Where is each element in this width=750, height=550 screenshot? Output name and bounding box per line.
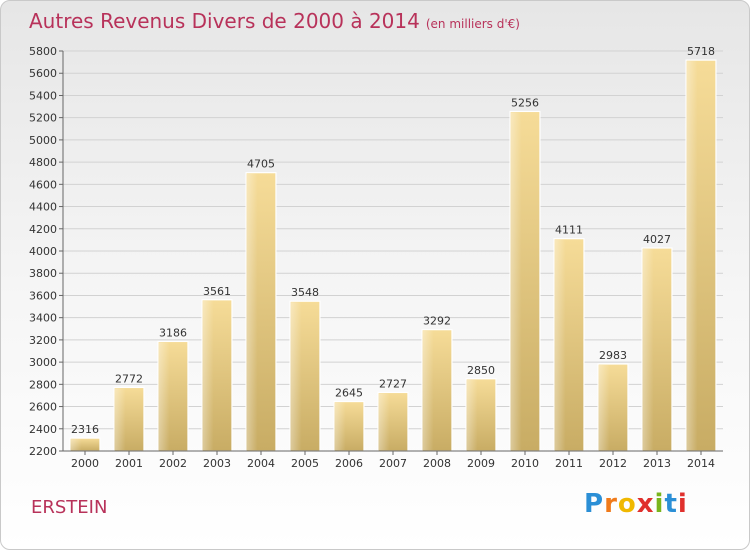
x-tick-label: 2004: [247, 457, 275, 470]
x-tick-label: 2009: [467, 457, 495, 470]
y-tick-label: 5000: [29, 134, 57, 147]
data-label-2010: 5256: [511, 96, 539, 109]
logo-letter: P: [584, 489, 605, 519]
bar-highlight: [467, 379, 478, 450]
x-tick-label: 2000: [71, 457, 99, 470]
logo-letter: o: [617, 489, 637, 519]
bar-highlight: [203, 300, 214, 450]
chart-title-text: Autres Revenus Divers de 2000 à 2014: [29, 9, 420, 33]
data-label-2014: 5718: [687, 45, 715, 58]
logo-letter: i: [677, 489, 688, 519]
y-tick-label: 5600: [29, 67, 57, 80]
place-name: ERSTEIN: [31, 497, 108, 518]
data-label-2001: 2772: [115, 372, 143, 385]
y-tick-label: 4600: [29, 178, 57, 191]
bar-highlight: [555, 239, 566, 450]
bars: [69, 59, 717, 452]
data-label-2005: 3548: [291, 286, 319, 299]
data-label-2012: 2983: [599, 349, 627, 362]
data-label-2006: 2645: [335, 387, 363, 400]
y-tick-label: 2200: [29, 445, 57, 458]
y-tick-label: 2400: [29, 423, 57, 436]
logo-letter: x: [636, 489, 655, 519]
data-labels: 2316 2772 3186 3561 4705 3548 2645 2727 3292 2850…: [71, 45, 715, 436]
y-tick-label: 4200: [29, 223, 57, 236]
data-label-2002: 3186: [159, 326, 187, 339]
y-tick-label: 5200: [29, 112, 57, 125]
x-tick-label: 2010: [511, 457, 539, 470]
y-tick-label: 2800: [29, 378, 57, 391]
bar-highlight: [687, 61, 698, 450]
x-axis: 2000 2001 2002 2003 2004 2005 2006 2007 2008 2009…: [63, 450, 723, 470]
bar-highlight: [599, 365, 610, 450]
x-tick-label: 2012: [599, 457, 627, 470]
x-tick-label: 2013: [643, 457, 671, 470]
data-label-2008: 3292: [423, 315, 451, 328]
x-tick-label: 2002: [159, 457, 187, 470]
data-label-2007: 2727: [379, 377, 407, 390]
bar-highlight: [247, 173, 258, 450]
logo-letter: i: [654, 489, 665, 519]
x-tick-label: 2014: [687, 457, 715, 470]
y-tick-label: 3400: [29, 312, 57, 325]
x-tick-label: 2007: [379, 457, 407, 470]
data-label-2009: 2850: [467, 364, 495, 377]
data-label-2013: 4027: [643, 233, 671, 246]
y-tick-label: 3000: [29, 356, 57, 369]
y-tick-label: 5400: [29, 89, 57, 102]
bar-highlight: [159, 342, 170, 450]
data-label-2003: 3561: [203, 285, 231, 298]
bar-highlight: [643, 249, 654, 450]
y-tick-label: 5800: [29, 45, 57, 58]
data-label-2011: 4111: [555, 224, 583, 237]
y-tick-label: 2600: [29, 401, 57, 414]
bar-highlight: [71, 439, 82, 450]
y-tick-label: 4400: [29, 201, 57, 214]
x-tick-label: 2006: [335, 457, 363, 470]
logo-letter: t: [664, 489, 678, 519]
x-tick-label: 2003: [203, 457, 231, 470]
logo-letter: r: [604, 489, 618, 519]
data-label-2000: 2316: [71, 423, 99, 436]
y-tick-label: 3200: [29, 334, 57, 347]
x-tick-label: 2011: [555, 457, 583, 470]
x-tick-label: 2008: [423, 457, 451, 470]
y-axis: 2200 2400 2600 2800 3000 3200 3400 3600 3800 4000…: [29, 45, 64, 458]
y-tick-label: 4000: [29, 245, 57, 258]
y-tick-label: 3800: [29, 267, 57, 280]
x-tick-label: 2001: [115, 457, 143, 470]
y-tick-label: 4800: [29, 156, 57, 169]
data-label-2004: 4705: [247, 158, 275, 171]
bar-highlight: [423, 330, 434, 450]
y-tick-label: 3600: [29, 289, 57, 302]
chart-title: Autres Revenus Divers de 2000 à 2014 (en …: [29, 9, 520, 33]
proxiti-logo: Proxiti: [584, 489, 688, 519]
chart-unit: (en milliers d'€): [425, 17, 520, 31]
bar-highlight: [291, 302, 302, 450]
bar-highlight: [511, 112, 522, 450]
bar-highlight: [115, 388, 126, 450]
bar-highlight: [335, 402, 346, 450]
x-tick-label: 2005: [291, 457, 319, 470]
bar-highlight: [379, 393, 390, 450]
